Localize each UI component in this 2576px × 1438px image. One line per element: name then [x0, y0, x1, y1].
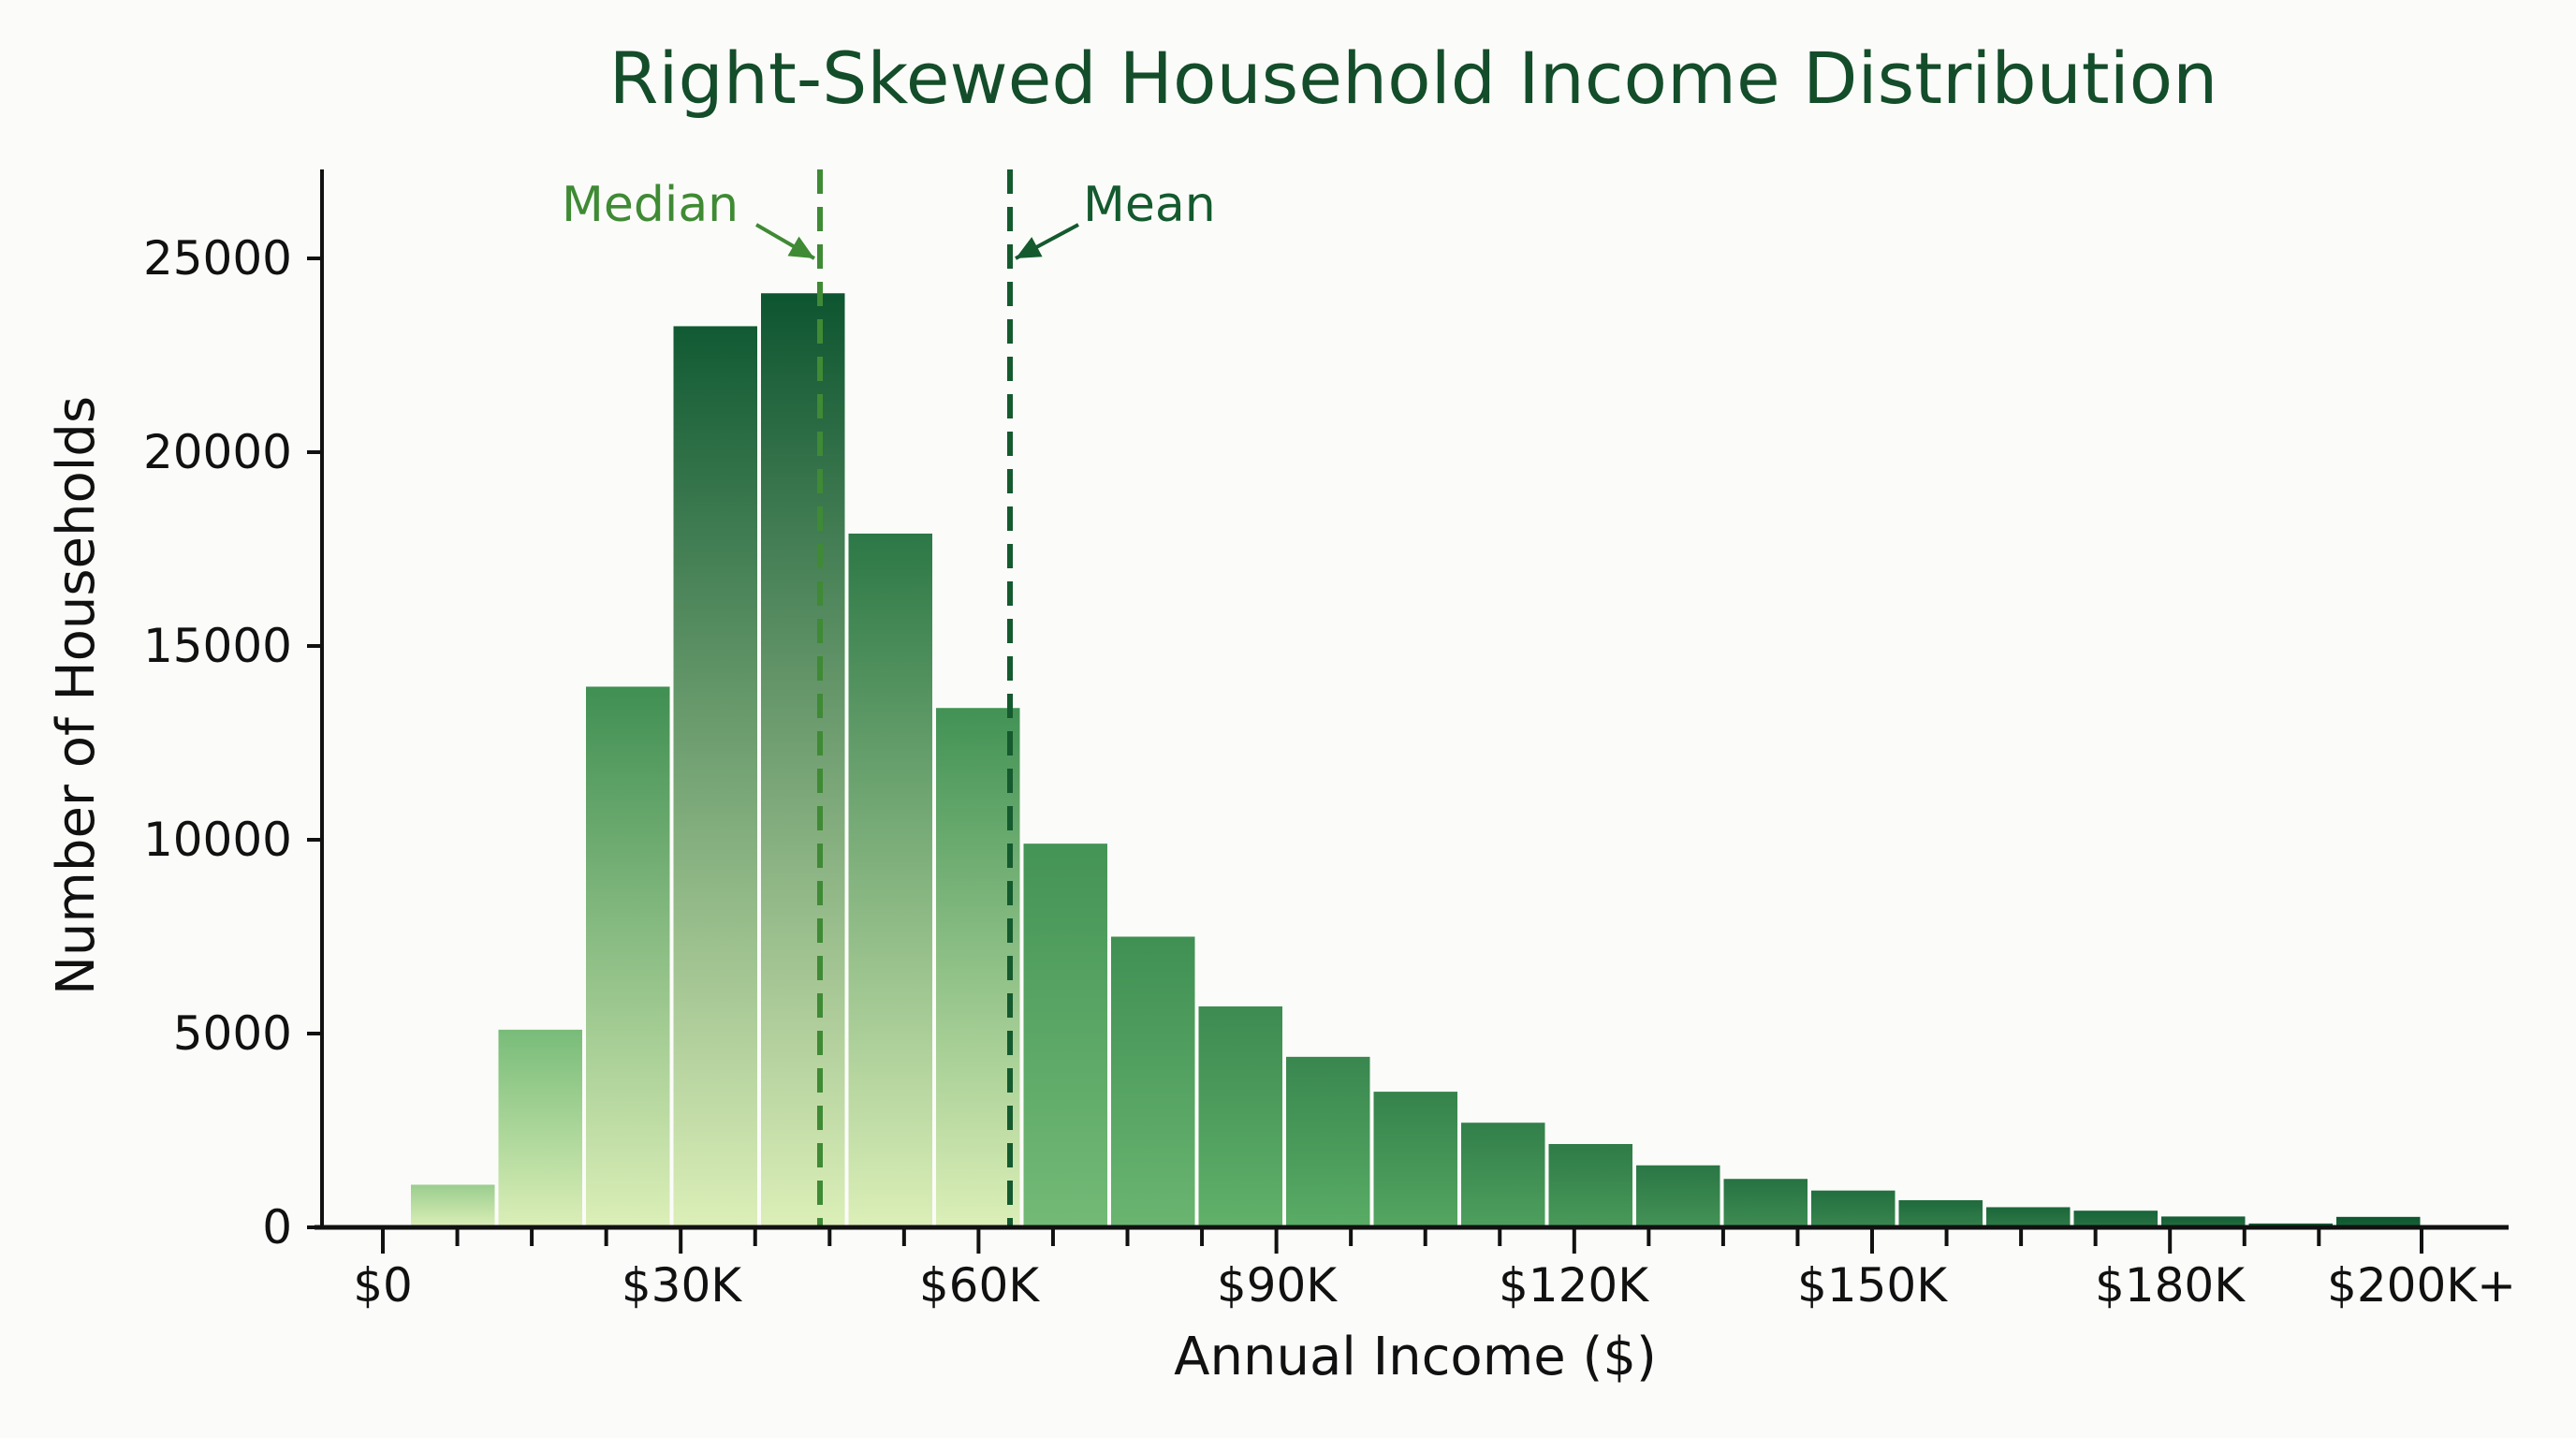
histogram-bar — [673, 326, 757, 1227]
histogram-bar — [1111, 936, 1195, 1227]
histogram-bar — [2161, 1216, 2246, 1227]
x-axis-label: Annual Income ($) — [1174, 1327, 1657, 1387]
histogram-bar — [1286, 1056, 1370, 1227]
histogram-bar — [1548, 1143, 1632, 1227]
histogram-bar — [1898, 1200, 1983, 1227]
histogram-bar — [2336, 1216, 2421, 1227]
x-tick-label: $0 — [353, 1258, 413, 1313]
bars-group — [411, 293, 2421, 1227]
median-label: Median — [562, 177, 739, 233]
x-tick-label: $150K — [1797, 1258, 1948, 1313]
histogram-bar — [2073, 1211, 2158, 1227]
histogram-bar — [1198, 1006, 1282, 1227]
y-axis-label: Number of Households — [46, 396, 107, 995]
histogram-bar — [1723, 1179, 1808, 1227]
histogram-bar — [848, 533, 932, 1227]
mean-label: Mean — [1083, 177, 1216, 233]
x-tick-label: $180K — [2095, 1258, 2246, 1313]
histogram-bar — [1986, 1207, 2071, 1227]
y-tick-label: 5000 — [173, 1006, 292, 1061]
arrowhead-icon — [1016, 237, 1043, 258]
axes-group: 0 5000 10000 15000 20000 25000 $0 $30K $60K $90K $… — [143, 169, 2516, 1313]
y-tick-label: 25000 — [143, 231, 292, 286]
histogram-bar — [1461, 1123, 1545, 1227]
histogram-bar — [586, 686, 670, 1227]
x-tick-label: $60K — [919, 1258, 1040, 1313]
histogram-bar — [761, 293, 845, 1227]
histogram-bar — [1023, 844, 1107, 1227]
arrowhead-icon — [787, 236, 814, 258]
y-tick-label: 0 — [262, 1200, 292, 1255]
histogram-bar — [936, 708, 1020, 1227]
histogram-bar — [1811, 1190, 1895, 1227]
y-tick-label: 15000 — [143, 619, 292, 673]
histogram-bar — [1373, 1092, 1457, 1227]
histogram-bar — [411, 1184, 495, 1227]
histogram-bar — [498, 1029, 582, 1227]
x-tick-label: $200K+ — [2327, 1258, 2516, 1313]
x-tick-label: $30K — [622, 1258, 742, 1313]
y-tick-label: 20000 — [143, 425, 292, 479]
annotations-group: Median Mean — [562, 169, 1216, 1227]
y-tick-label: 10000 — [143, 813, 292, 867]
x-tick-label: $120K — [1499, 1258, 1649, 1313]
histogram-bar — [1636, 1165, 1720, 1227]
chart-title: Right-Skewed Household Income Distributi… — [609, 37, 2218, 120]
x-tick-label: $90K — [1217, 1258, 1338, 1313]
